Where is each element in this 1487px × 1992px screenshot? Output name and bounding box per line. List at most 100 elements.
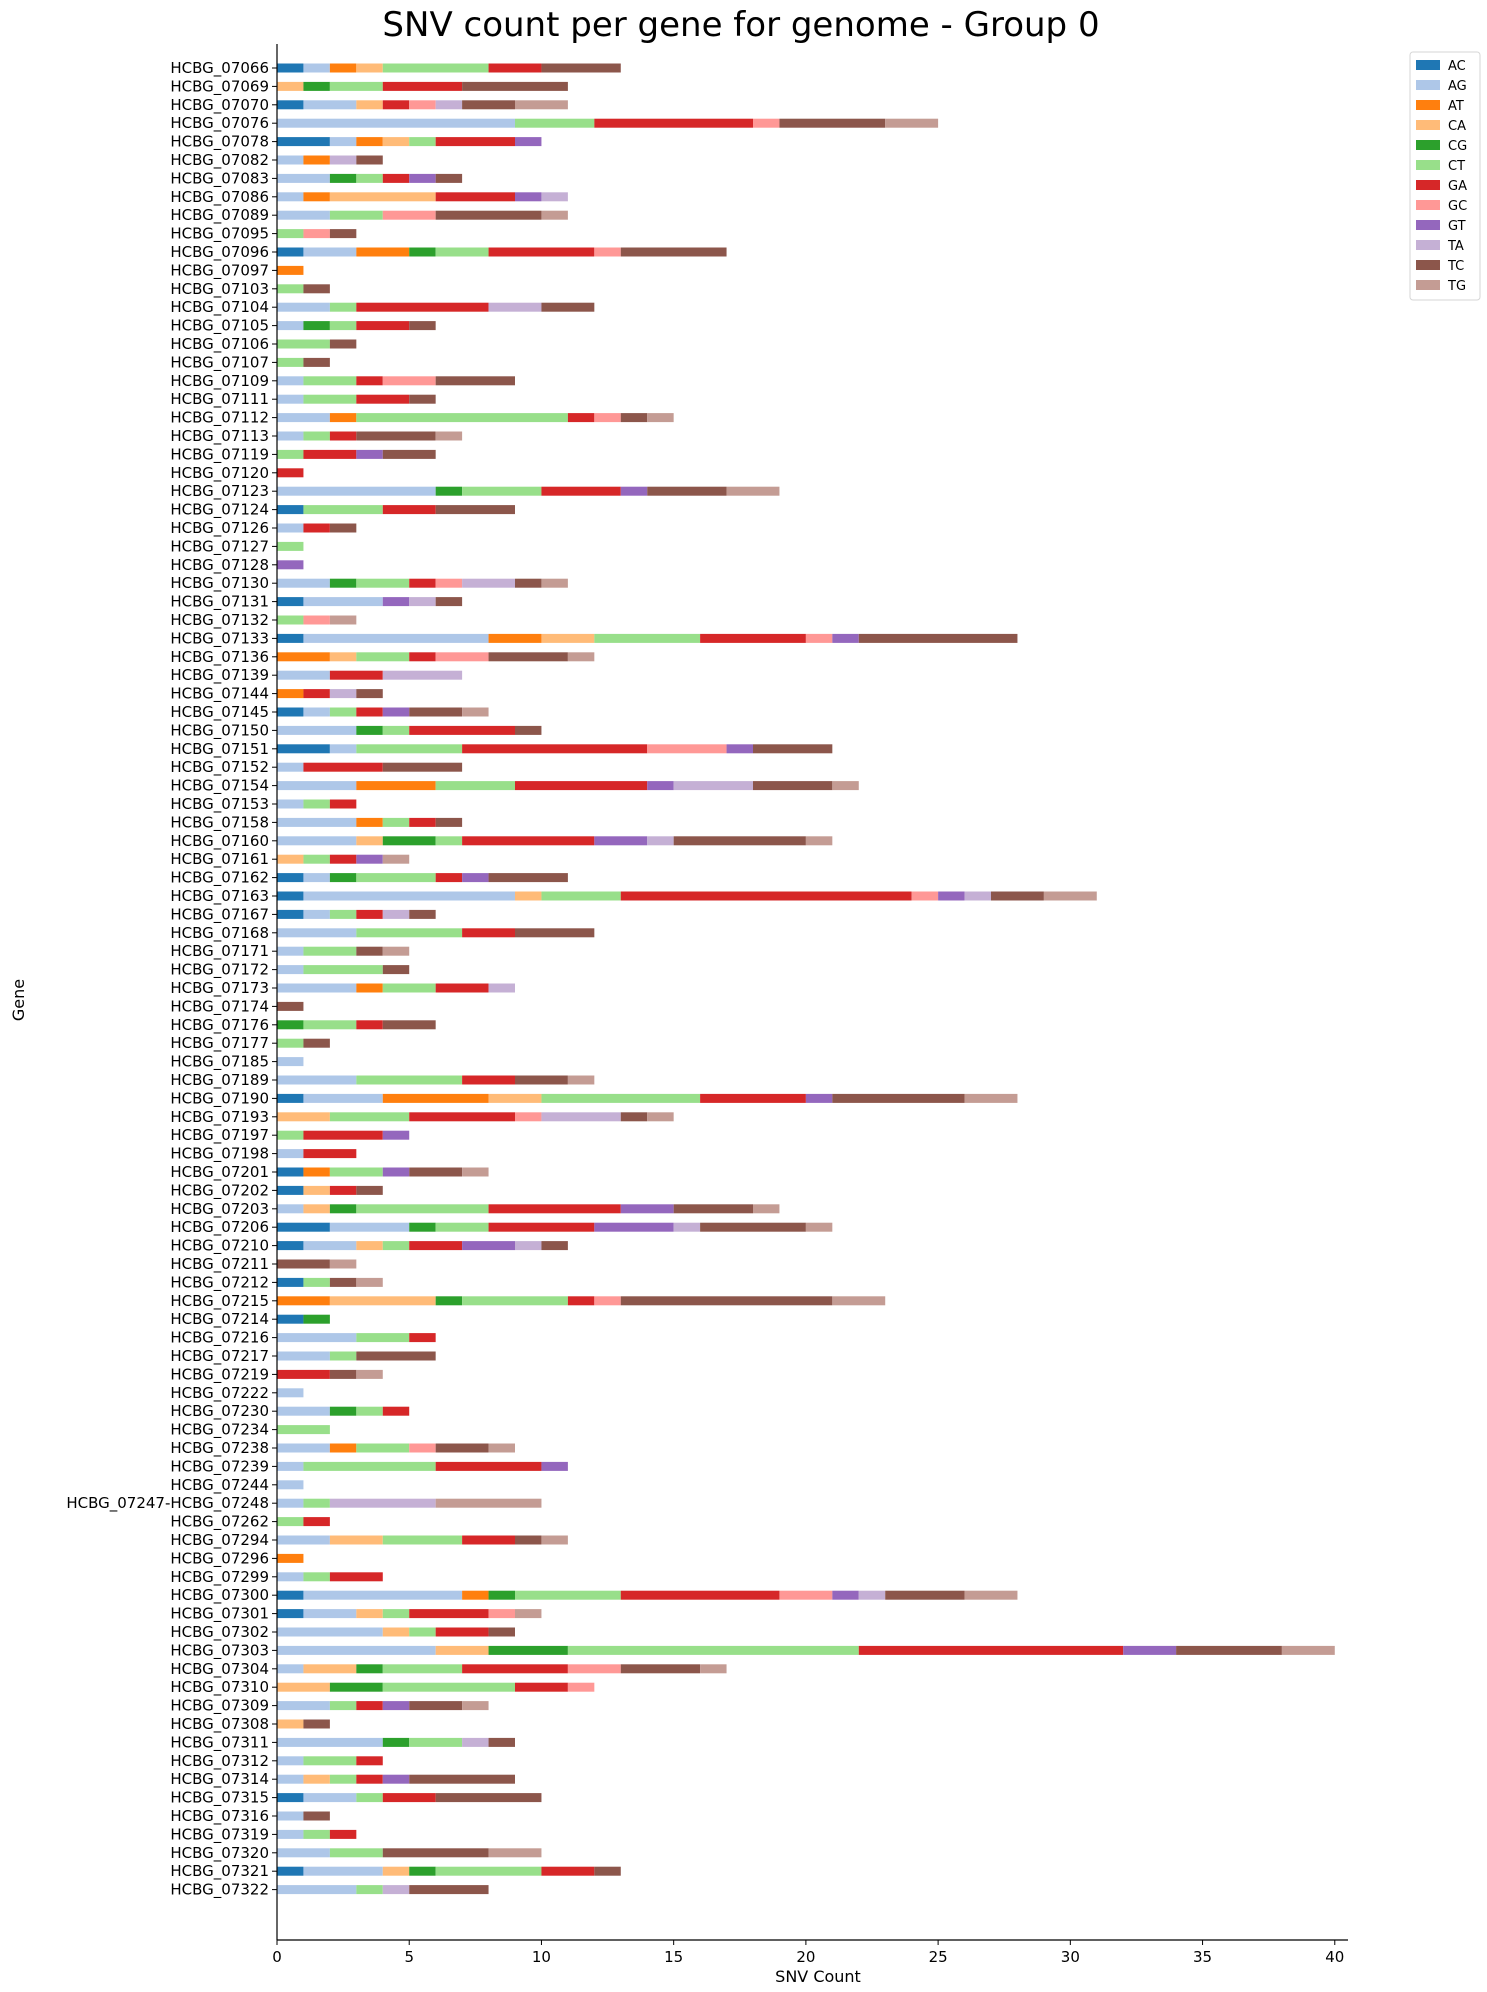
bar-HCBG_07119-GT — [356, 449, 383, 459]
bar-HCBG_07201-AC — [277, 1167, 304, 1177]
bar-HCBG_07130-GA — [409, 578, 436, 588]
bar-HCBG_07119-CT — [277, 449, 304, 459]
bar-HCBG_07304-CA — [303, 1664, 357, 1674]
gene-label: HCBG_07070 — [170, 96, 269, 115]
legend-label-GA: GA — [1448, 179, 1467, 194]
gene-label: HCBG_07133 — [170, 629, 269, 648]
gene-label: HCBG_07309 — [170, 1697, 269, 1716]
x-tick-label: 0 — [272, 1948, 282, 1966]
gene-label: HCBG_07160 — [170, 832, 269, 851]
bar-HCBG_07190-CA — [488, 1093, 542, 1103]
bar-HCBG_07299-AG — [277, 1572, 304, 1582]
bar-HCBG_07303-CT — [567, 1645, 859, 1655]
bar-HCBG_07154-TC — [753, 781, 833, 791]
bar-HCBG_07126-AG — [277, 523, 304, 533]
gene-label: HCBG_07311 — [170, 1733, 269, 1752]
bar-HCBG_07210-CT — [382, 1241, 410, 1251]
bar-HCBG_07097-AT — [277, 265, 304, 275]
legend-label-TC: TC — [1447, 259, 1464, 274]
bar-HCBG_07168-GA — [462, 928, 515, 938]
bar-HCBG_07206-CT — [435, 1222, 489, 1232]
gene-label: HCBG_07128 — [170, 556, 269, 575]
bar-HCBG_07312-CT — [303, 1756, 357, 1766]
bar-HCBG_07217-AG — [277, 1351, 330, 1361]
bar-HCBG_07206-GA — [488, 1222, 595, 1232]
bar-HCBG_07123-TC — [647, 486, 727, 496]
gene-label: HCBG_07299 — [170, 1568, 269, 1587]
bar-HCBG_07168-AG — [277, 928, 357, 938]
bar-HCBG_07206-TG — [805, 1222, 833, 1232]
bar-HCBG_07321-GA — [541, 1866, 595, 1876]
gene-label: HCBG_07296 — [170, 1549, 269, 1568]
bar-HCBG_07139-AG — [277, 670, 330, 680]
bar-HCBG_07133-CT — [594, 633, 701, 643]
bar-HCBG_07303-CG — [488, 1645, 568, 1655]
bar-HCBG_07219-TG — [356, 1369, 383, 1379]
bar-HCBG_07083-AG — [277, 173, 330, 183]
bar-HCBG_07321-CT — [435, 1866, 542, 1876]
bar-HCBG_07319-GA — [329, 1829, 357, 1839]
bar-HCBG_07161-TG — [382, 854, 410, 864]
bar-HCBG_07211-TC — [277, 1259, 330, 1269]
bar-HCBG_07201-AT — [303, 1167, 330, 1177]
bar-HCBG_07319-AG — [277, 1829, 304, 1839]
bar-HCBG_07130-TC — [515, 578, 542, 588]
bar-HCBG_07215-GA — [567, 1296, 595, 1306]
bar-HCBG_07310-CG — [329, 1682, 383, 1692]
bar-HCBG_07262-GA — [303, 1517, 330, 1527]
bar-HCBG_07247-HCBG_07248-CT — [303, 1498, 330, 1508]
gene-label: HCBG_07262 — [170, 1513, 269, 1532]
bar-HCBG_07132-CT — [277, 615, 304, 625]
bar-HCBG_07163-GT — [938, 891, 965, 901]
bar-HCBG_07302-GA — [435, 1627, 489, 1637]
bar-HCBG_07320-TC — [382, 1848, 489, 1858]
bar-HCBG_07163-TC — [991, 891, 1044, 901]
bar-HCBG_07173-AT — [356, 983, 383, 993]
gene-label: HCBG_07136 — [170, 648, 269, 667]
bar-HCBG_07311-CG — [382, 1737, 410, 1747]
bar-HCBG_07247-HCBG_07248-TG — [435, 1498, 542, 1508]
bar-HCBG_07144-AT — [277, 689, 304, 699]
bar-HCBG_07160-TC — [673, 836, 806, 846]
bar-HCBG_07070-GA — [382, 100, 410, 110]
bar-HCBG_07315-CT — [356, 1793, 383, 1803]
bar-HCBG_07151-TC — [753, 744, 833, 754]
gene-label: HCBG_07126 — [170, 519, 269, 538]
bar-HCBG_07119-TC — [382, 449, 436, 459]
bar-HCBG_07109-AG — [277, 376, 304, 386]
bar-HCBG_07132-GC — [303, 615, 330, 625]
gene-label: HCBG_07097 — [170, 261, 269, 280]
bar-HCBG_07304-GC — [567, 1664, 621, 1674]
bar-HCBG_07078-GA — [435, 137, 515, 147]
bar-HCBG_07301-GC — [488, 1609, 515, 1619]
gene-label: HCBG_07319 — [170, 1825, 269, 1844]
gene-label: HCBG_07210 — [170, 1237, 269, 1256]
bar-HCBG_07309-TC — [409, 1701, 463, 1711]
bar-HCBG_07294-TC — [515, 1535, 542, 1545]
bar-HCBG_07082-TA — [329, 155, 357, 165]
gene-label: HCBG_07066 — [170, 59, 269, 78]
bar-HCBG_07136-GC — [435, 652, 489, 662]
bar-HCBG_07303-TC — [1176, 1645, 1282, 1655]
bar-HCBG_07158-CT — [382, 817, 410, 827]
bar-HCBG_07123-CG — [435, 486, 463, 496]
bar-HCBG_07239-CT — [303, 1461, 436, 1471]
bar-HCBG_07217-TC — [356, 1351, 436, 1361]
legend-swatch-AT — [1416, 100, 1440, 110]
gene-label: HCBG_07211 — [170, 1255, 269, 1274]
gene-label: HCBG_07312 — [170, 1752, 269, 1771]
bar-HCBG_07076-TC — [779, 118, 886, 128]
bar-HCBG_07133-GC — [805, 633, 833, 643]
bar-HCBG_07112-CT — [356, 413, 568, 423]
bar-HCBG_07113-GA — [329, 431, 357, 441]
bar-HCBG_07212-CT — [303, 1277, 330, 1287]
bar-HCBG_07210-AG — [303, 1241, 357, 1251]
bar-HCBG_07210-TA — [515, 1241, 542, 1251]
bar-HCBG_07193-GC — [515, 1112, 542, 1122]
gene-label: HCBG_07109 — [170, 372, 269, 391]
bar-HCBG_07096-AC — [277, 247, 304, 257]
bar-HCBG_07160-CT — [435, 836, 463, 846]
bar-HCBG_07078-GT — [515, 137, 542, 147]
bar-HCBG_07111-GA — [356, 394, 410, 404]
bar-HCBG_07294-GA — [462, 1535, 515, 1545]
